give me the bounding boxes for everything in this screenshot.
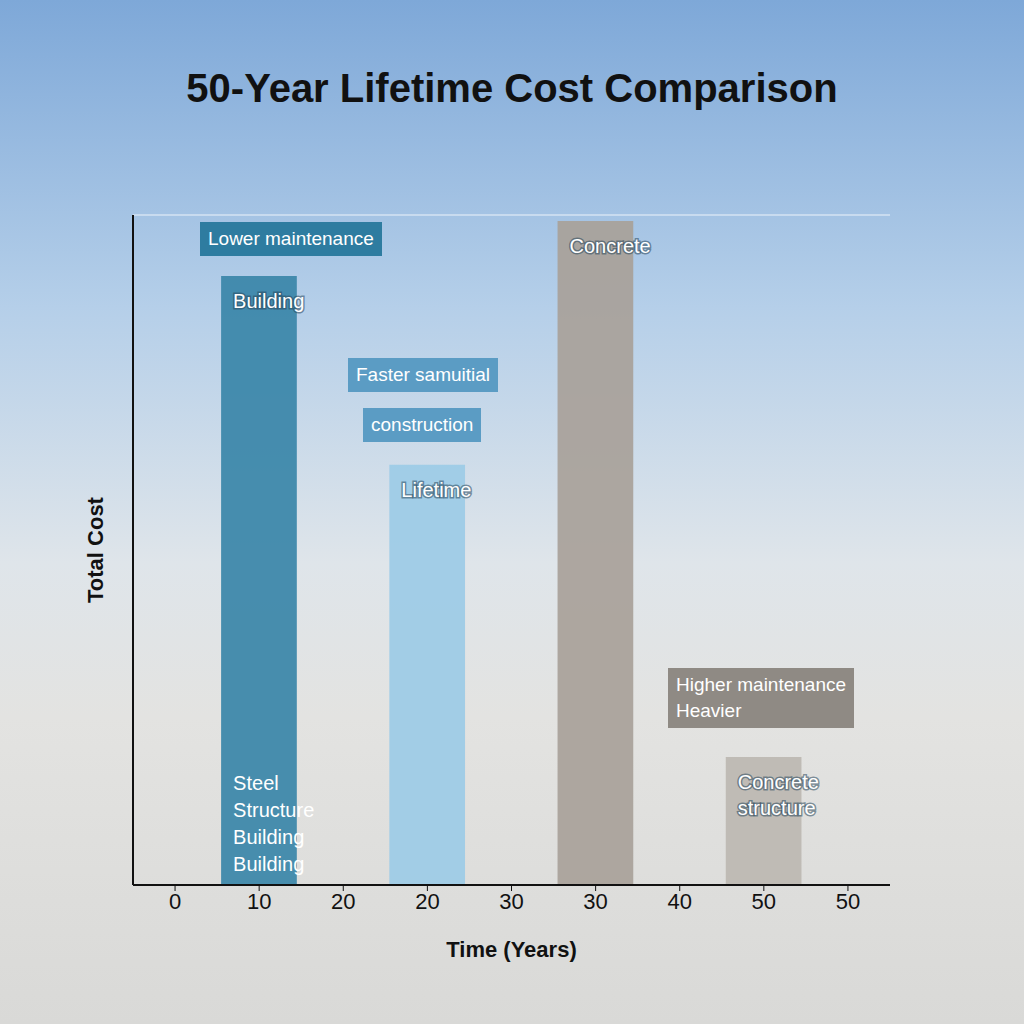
svg-text:10: 10 bbox=[247, 889, 271, 914]
svg-text:Building: Building bbox=[233, 290, 304, 312]
html-text:construction: construction bbox=[371, 414, 474, 435]
html-text:50-Year Lifetime Cost Comparis: 50-Year Lifetime Cost Comparison bbox=[186, 66, 838, 110]
svg-text:structure: structure bbox=[738, 797, 816, 819]
svg-text:30: 30 bbox=[499, 889, 523, 914]
svg-text:Concrete: Concrete bbox=[738, 771, 819, 793]
svg-text:Time (Years): Time (Years) bbox=[446, 937, 576, 962]
svg-text:Building: Building bbox=[233, 826, 304, 848]
svg-text:20: 20 bbox=[331, 889, 355, 914]
svg-text:Total Cost: Total Cost bbox=[83, 496, 108, 603]
svg-text:Building: Building bbox=[233, 853, 304, 875]
svg-text:30: 30 bbox=[583, 889, 607, 914]
svg-text:40: 40 bbox=[667, 889, 691, 914]
svg-text:Steel: Steel bbox=[233, 772, 279, 794]
html-text:Faster samuitial: Faster samuitial bbox=[356, 364, 491, 385]
html-text:Heavier: Heavier bbox=[676, 700, 742, 721]
svg-text:Structure: Structure bbox=[233, 799, 314, 821]
svg-text:50: 50 bbox=[752, 889, 776, 914]
svg-text:0: 0 bbox=[169, 889, 181, 914]
svg-text:Concrete: Concrete bbox=[570, 235, 651, 257]
html-text:Higher maintenance: Higher maintenance bbox=[676, 674, 846, 695]
svg-text:20: 20 bbox=[415, 889, 439, 914]
svg-text:50: 50 bbox=[836, 889, 860, 914]
html-text:Lower maintenance: Lower maintenance bbox=[208, 228, 374, 249]
svg-text:Lifetime: Lifetime bbox=[401, 479, 471, 501]
